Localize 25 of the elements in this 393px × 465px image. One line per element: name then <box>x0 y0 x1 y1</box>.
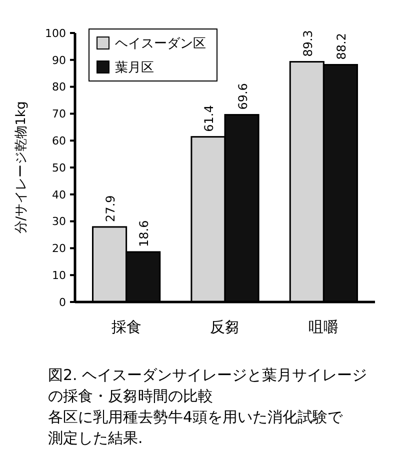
data-label: 61.4 <box>202 105 216 132</box>
y-tick-label: 40 <box>52 188 66 202</box>
y-tick-label: 60 <box>52 134 66 148</box>
text: 各区に乳用種去勢牛4頭を用いた消化試験で測定した結果. <box>48 408 344 447</box>
legend-label: ヘイスーダン区 <box>115 36 206 52</box>
data-label: 27.9 <box>104 195 118 222</box>
legend-label: 葉月区 <box>115 60 154 76</box>
y-axis-title: 分/サイレージ乾物1kg <box>14 101 29 234</box>
data-label: 88.2 <box>334 33 348 60</box>
x-tick-label: 反芻 <box>210 318 240 336</box>
y-tick-label: 10 <box>52 268 66 282</box>
y-tick-label: 70 <box>52 108 66 121</box>
y-tick-label: 90 <box>52 54 66 67</box>
y-tick-label: 80 <box>52 80 66 94</box>
data-label: 18.6 <box>137 220 152 247</box>
text: 図2. ヘイスーダンサイレージと葉月サイレージの採食・反芻時間の比較 <box>48 366 368 405</box>
y-tick-label: 100 <box>45 26 66 40</box>
y-tick-label: 30 <box>52 215 66 228</box>
data-label: 89.3 <box>300 30 315 57</box>
y-tick-label: 50 <box>52 161 66 174</box>
data-label: 69.6 <box>236 83 250 110</box>
y-tick-label: 0 <box>59 296 66 309</box>
x-tick-label: 採食 <box>111 318 142 336</box>
x-tick-label: 咀嚼 <box>308 318 339 336</box>
y-tick-label: 20 <box>52 242 66 256</box>
